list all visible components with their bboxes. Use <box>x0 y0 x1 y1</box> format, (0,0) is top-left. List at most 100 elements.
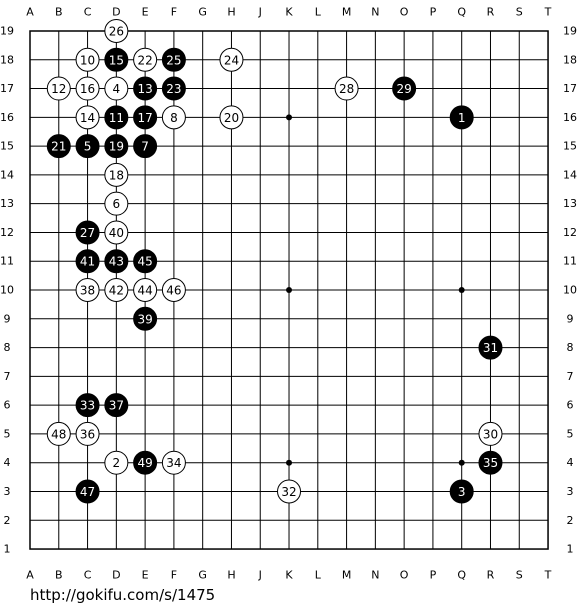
white-stone <box>75 105 100 130</box>
row-label: 17 <box>563 82 577 95</box>
row-label: 15 <box>0 140 14 153</box>
column-label: Q <box>457 6 466 19</box>
row-label: 3 <box>4 485 11 498</box>
column-label: A <box>26 569 34 582</box>
black-stone <box>161 47 186 72</box>
row-label: 7 <box>567 370 574 383</box>
black-stone <box>75 220 100 245</box>
black-stone <box>104 249 129 274</box>
row-label: 5 <box>4 427 11 440</box>
row-label: 8 <box>567 341 574 354</box>
row-label: 9 <box>567 312 574 325</box>
move-number: 34 <box>166 456 181 470</box>
black-stone <box>104 47 129 72</box>
move-number: 29 <box>396 82 411 96</box>
move-number: 5 <box>84 140 92 154</box>
move-number: 28 <box>339 82 354 96</box>
row-label: 8 <box>4 341 11 354</box>
column-label: E <box>142 569 149 582</box>
move-number: 21 <box>51 140 66 154</box>
column-label: L <box>315 6 322 19</box>
black-stone <box>75 393 100 418</box>
board-border <box>29 30 549 550</box>
move-number: 38 <box>80 284 95 298</box>
column-label: C <box>84 6 92 19</box>
column-label: A <box>26 6 34 19</box>
move-number: 6 <box>113 197 121 211</box>
column-label: S <box>516 6 523 19</box>
move-number: 43 <box>109 255 124 269</box>
black-stone <box>104 393 129 418</box>
black-stone <box>104 134 129 159</box>
column-label: G <box>198 6 207 19</box>
white-stone <box>75 278 100 303</box>
row-label: 5 <box>567 427 574 440</box>
white-stone <box>104 220 129 245</box>
move-number: 41 <box>80 255 95 269</box>
white-stone <box>75 421 100 446</box>
move-number: 2 <box>113 456 121 470</box>
move-number: 1 <box>458 111 466 125</box>
column-label: P <box>430 569 437 582</box>
column-label: B <box>55 6 63 19</box>
white-stone <box>133 278 158 303</box>
column-label: H <box>227 569 235 582</box>
row-label: 17 <box>0 82 14 95</box>
row-label: 15 <box>563 140 577 153</box>
row-label: 16 <box>563 111 577 124</box>
move-number: 8 <box>170 111 178 125</box>
column-label: G <box>198 569 207 582</box>
column-label: K <box>285 6 293 19</box>
black-stone <box>478 335 503 360</box>
move-number: 27 <box>80 226 95 240</box>
move-number: 23 <box>166 82 181 96</box>
white-stone <box>46 76 71 101</box>
move-number: 46 <box>166 284 181 298</box>
row-label: 19 <box>0 25 14 38</box>
row-label: 10 <box>563 284 577 297</box>
white-stone <box>104 450 129 475</box>
star-point <box>286 459 293 466</box>
move-number: 36 <box>80 427 95 441</box>
move-number: 7 <box>141 140 149 154</box>
row-label: 13 <box>563 197 577 210</box>
column-label: J <box>258 6 262 19</box>
move-number: 17 <box>137 111 152 125</box>
column-label: O <box>400 569 409 582</box>
row-label: 6 <box>567 399 574 412</box>
column-label: N <box>371 6 379 19</box>
black-stone <box>478 450 503 475</box>
column-label: B <box>55 569 63 582</box>
black-stone <box>75 479 100 504</box>
white-stone <box>219 105 244 130</box>
move-number: 4 <box>113 82 121 96</box>
row-label: 18 <box>0 53 14 66</box>
black-stone <box>133 134 158 159</box>
black-stone <box>133 76 158 101</box>
black-stone <box>133 249 158 274</box>
row-label: 19 <box>563 25 577 38</box>
source-url: http://gokifu.com/s/1475 <box>30 586 215 604</box>
column-label: K <box>285 569 293 582</box>
column-label: J <box>258 569 262 582</box>
move-number: 22 <box>137 53 152 67</box>
row-label: 14 <box>0 168 14 181</box>
row-label: 10 <box>0 284 14 297</box>
black-stone <box>449 105 474 130</box>
move-number: 30 <box>483 427 498 441</box>
move-number: 12 <box>51 82 66 96</box>
move-number: 31 <box>483 341 498 355</box>
black-stone <box>104 105 129 130</box>
move-number: 18 <box>109 168 124 182</box>
move-number: 15 <box>109 53 124 67</box>
black-stone <box>161 76 186 101</box>
white-stone <box>277 479 302 504</box>
row-label: 1 <box>567 543 574 556</box>
row-label: 12 <box>563 226 577 239</box>
white-stone <box>75 76 100 101</box>
move-number: 35 <box>483 456 498 470</box>
white-stone <box>334 76 359 101</box>
column-label: D <box>112 6 120 19</box>
black-stone <box>75 249 100 274</box>
